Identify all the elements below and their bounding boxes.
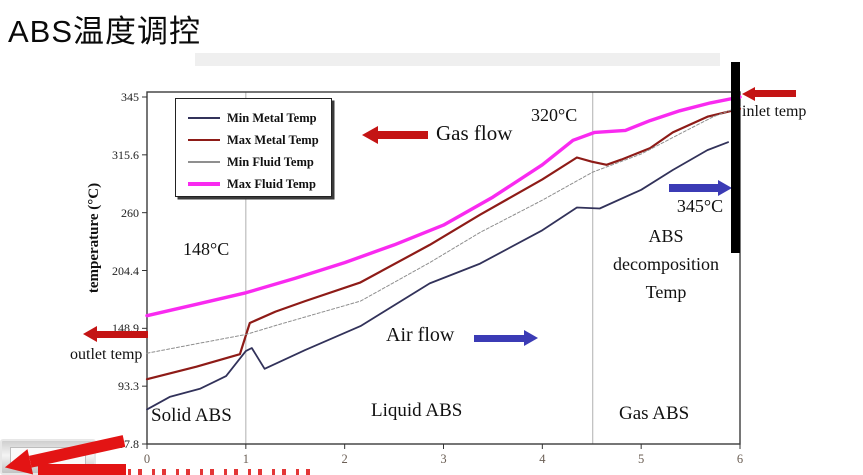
abs-decomposition-line3: Temp <box>645 282 687 302</box>
legend-label: Min Metal Temp <box>227 110 317 125</box>
region-label-liquid-abs: Liquid ABS <box>371 400 463 421</box>
curve-max-fluid-temp <box>145 95 742 318</box>
arrowhead-left-icon <box>362 126 378 144</box>
curve-min-fluid-temp <box>146 106 741 354</box>
arrow-shaft <box>474 334 524 342</box>
decomposition-right-arrow-icon <box>669 179 732 196</box>
x-tick-label: 0 <box>143 452 151 466</box>
arrow-shaft <box>755 90 796 97</box>
region-label-solid-abs: Solid ABS <box>151 405 232 426</box>
x-tick-label: 4 <box>539 452 546 466</box>
arrow-shaft <box>97 330 148 338</box>
chart-legend: Min Metal Temp Max Metal Temp Min Fluid … <box>175 98 332 197</box>
legend-line-swatch <box>188 117 220 119</box>
legend-label: Max Metal Temp <box>227 132 319 147</box>
arrowhead-left-icon <box>2 449 34 475</box>
chart-image-top-edge <box>195 53 720 66</box>
legend-line-swatch <box>188 182 220 186</box>
legend-item-max-fluid: Max Fluid Temp <box>188 173 331 195</box>
arrowhead-left-icon <box>742 86 755 101</box>
abs-decomposition-line1: ABS <box>648 226 684 246</box>
inlet-temp-left-arrow-icon <box>742 86 796 101</box>
abs-decomposition-line2: decomposition <box>613 254 719 274</box>
arrow-shaft <box>378 131 428 139</box>
arrowhead-right-icon <box>524 330 538 346</box>
y-tick-label: 315.6 <box>112 147 139 162</box>
air-flow-right-arrow-icon <box>474 330 538 346</box>
arrow-shaft <box>669 183 718 192</box>
legend-item-min-metal: Min Metal Temp <box>188 107 331 129</box>
y-tick-label: 93.3 <box>118 379 139 394</box>
arrowhead-left-icon <box>83 326 97 342</box>
arrowhead-right-icon <box>718 179 732 196</box>
legend-line-swatch <box>188 161 220 163</box>
x-tick-label: 2 <box>341 452 348 466</box>
legend-line-swatch <box>188 138 220 142</box>
temp-345-label: 345°C <box>676 196 724 216</box>
y-tick-label: 345 <box>121 90 139 104</box>
legend-item-max-metal: Max Metal Temp <box>188 129 331 151</box>
outlet-temp-left-arrow-icon <box>83 326 148 342</box>
y-tick-label: 204.4 <box>112 263 139 278</box>
y-tick-label: 260 <box>121 205 139 220</box>
legend-label: Min Fluid Temp <box>227 154 314 169</box>
curve-max-metal-temp <box>145 107 742 381</box>
x-tick-label: 1 <box>242 452 249 466</box>
temp-320-label: 320°C <box>531 105 578 125</box>
x-tick-label: 5 <box>638 452 645 466</box>
inlet-temp-label: inlet temp <box>742 103 807 120</box>
inlet-position-bar <box>731 62 740 253</box>
gas-flow-left-arrow-icon <box>362 126 428 144</box>
outlet-temp-label: outlet temp <box>70 346 143 363</box>
curve-min-metal-temp <box>146 141 729 411</box>
temp-148-label: 148°C <box>183 239 230 259</box>
legend-item-min-fluid: Min Fluid Temp <box>188 151 331 173</box>
x-tick-label: 3 <box>440 452 447 466</box>
x-tick-label: 6 <box>736 452 744 466</box>
air-flow-label: Air flow <box>386 324 455 346</box>
cutoff-red-text-fragment <box>128 469 310 475</box>
y-axis-title: temperature (°C) <box>86 182 102 294</box>
region-label-gas-abs: Gas ABS <box>619 403 690 424</box>
red-arrow-bar <box>38 464 126 475</box>
page-title: ABS温度调控 <box>8 14 202 49</box>
gas-flow-label: Gas flow <box>436 121 513 145</box>
legend-label: Max Fluid Temp <box>227 176 316 191</box>
abs-decomposition-label: ABS decomposition Temp <box>592 222 740 306</box>
